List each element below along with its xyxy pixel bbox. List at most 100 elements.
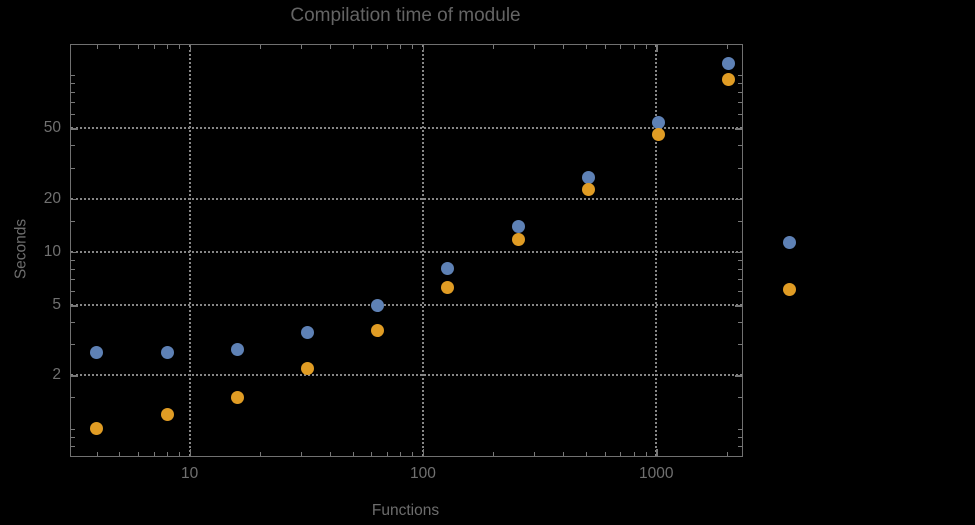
x-tick-minor xyxy=(119,452,121,456)
y-tick-minor xyxy=(71,268,75,270)
x-tick-minor xyxy=(153,45,155,49)
data-point-series-2-orange xyxy=(301,361,315,375)
x-tick-minor xyxy=(604,452,606,456)
plot-area: 10 100 1000 2 5 10 20 50 xyxy=(44,44,743,482)
x-tick-minor xyxy=(493,45,495,49)
data-point-series-2-orange xyxy=(722,73,736,87)
x-tick-minor xyxy=(386,452,388,456)
y-tick-major xyxy=(71,375,78,377)
x-tick-minor xyxy=(620,45,622,49)
x-tick-major xyxy=(656,45,658,52)
y-tick-minor xyxy=(738,259,742,261)
y-tick-minor xyxy=(738,220,742,222)
x-tick-minor xyxy=(259,45,261,49)
x-tick-major xyxy=(422,45,425,52)
y-tick-major xyxy=(735,305,742,307)
x-tick-minor xyxy=(534,452,536,456)
y-tick-minor xyxy=(71,259,75,261)
x-tick-minor xyxy=(633,452,635,456)
x-tick-minor xyxy=(371,452,373,456)
x-tick-minor xyxy=(178,452,180,456)
x-tick-minor xyxy=(726,452,728,456)
x-tick-minor xyxy=(726,45,728,49)
data-point-series-1-blue xyxy=(160,345,174,359)
y-tick-minor xyxy=(71,397,75,399)
x-tick-major xyxy=(189,45,192,52)
y-tick-minor xyxy=(71,75,75,77)
y-tick-minor xyxy=(738,114,742,116)
y-tick-minor xyxy=(738,291,742,293)
x-tick-label: 10 xyxy=(181,465,199,482)
y-tick-label: 20 xyxy=(43,189,61,207)
y-tick-minor xyxy=(738,268,742,270)
x-tick-minor xyxy=(633,45,635,49)
data-point-series-1-blue xyxy=(301,325,315,339)
x-tick-minor xyxy=(352,452,354,456)
y-gridline xyxy=(71,250,742,253)
data-point-series-2-orange xyxy=(511,233,525,247)
y-tick-major xyxy=(71,198,78,201)
y-tick-minor xyxy=(71,114,75,116)
x-tick-minor xyxy=(178,45,180,49)
x-tick-major xyxy=(422,449,425,456)
y-tick-minor xyxy=(71,344,75,346)
data-point-series-2-orange xyxy=(160,408,174,422)
y-tick-minor xyxy=(71,102,75,104)
y-gridline xyxy=(71,197,742,200)
x-tick-minor xyxy=(153,452,155,456)
x-tick-minor xyxy=(620,452,622,456)
y-gridline xyxy=(71,304,742,307)
y-tick-minor xyxy=(71,436,75,438)
y-tick-major xyxy=(71,128,78,130)
y-tick-label: 50 xyxy=(43,119,61,137)
x-tick-minor xyxy=(300,452,302,456)
legend-marker-2 xyxy=(782,282,796,296)
y-tick-minor xyxy=(71,220,75,222)
data-point-series-1-blue xyxy=(230,343,244,357)
x-axis-label: Functions xyxy=(371,502,440,519)
y-tick-label: 5 xyxy=(52,296,61,314)
y-tick-major xyxy=(735,198,742,201)
x-tick-minor xyxy=(645,45,647,49)
x-tick-minor xyxy=(300,45,302,49)
data-point-series-1-blue xyxy=(581,171,595,185)
y-tick-minor xyxy=(738,445,742,447)
y-tick-major xyxy=(735,128,742,130)
y-tick-minor xyxy=(738,83,742,85)
chart-title: Compilation time of module xyxy=(290,5,521,26)
x-tick-minor xyxy=(586,45,588,49)
y-tick-minor xyxy=(71,83,75,85)
data-point-series-2-orange xyxy=(652,128,666,142)
y-tick-minor xyxy=(738,436,742,438)
y-tick-major xyxy=(735,375,742,377)
y-tick-minor xyxy=(71,145,75,147)
x-tick-minor xyxy=(137,45,139,49)
y-tick-label: 10 xyxy=(43,242,61,260)
data-point-series-1-blue xyxy=(441,261,455,275)
x-tick-minor xyxy=(563,45,565,49)
data-point-series-2-orange xyxy=(371,323,385,337)
x-tick-minor xyxy=(400,452,402,456)
data-point-series-2-orange xyxy=(90,422,104,436)
data-point-series-2-orange xyxy=(441,280,455,294)
data-point-series-1-blue xyxy=(652,116,666,130)
x-gridline xyxy=(655,45,658,456)
y-tick-minor xyxy=(738,428,742,430)
y-tick-major xyxy=(71,251,78,254)
x-tick-minor xyxy=(645,452,647,456)
y-tick-minor xyxy=(738,397,742,399)
y-tick-minor xyxy=(738,92,742,94)
data-point-series-2-orange xyxy=(230,390,244,404)
x-gridline xyxy=(421,45,424,456)
y-tick-minor xyxy=(71,92,75,94)
y-tick-minor xyxy=(71,428,75,430)
y-tick-minor xyxy=(738,344,742,346)
data-point-series-1-blue xyxy=(722,57,736,71)
y-tick-minor xyxy=(738,279,742,281)
y-tick-minor xyxy=(738,322,742,324)
y-tick-label: 2 xyxy=(52,366,61,384)
y-tick-minor xyxy=(71,322,75,324)
x-tick-minor xyxy=(412,45,414,49)
y-tick-minor xyxy=(738,167,742,169)
